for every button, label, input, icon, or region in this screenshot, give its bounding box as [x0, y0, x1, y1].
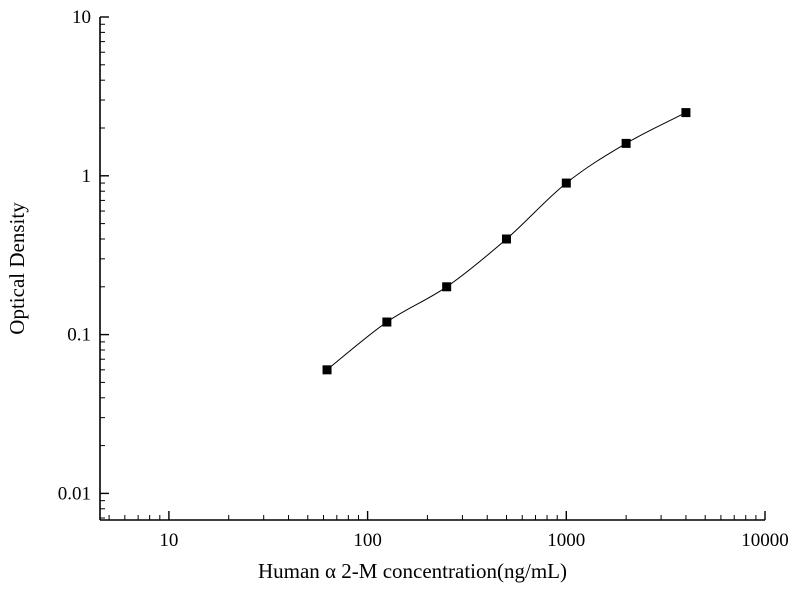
data-point-marker: [501, 234, 511, 244]
x-tick-label: 100: [353, 530, 382, 551]
x-tick-label: 10000: [741, 530, 789, 551]
y-tick-label: 1: [82, 166, 92, 187]
x-tick-label: 10: [159, 530, 178, 551]
data-point-marker: [382, 317, 392, 327]
data-point-marker: [681, 108, 691, 118]
y-tick-label: 0.01: [58, 483, 91, 504]
data-point-marker: [621, 138, 631, 148]
y-tick-label: 10: [72, 7, 91, 28]
x-axis-title: Human α 2-M concentration(ng/mL): [258, 559, 567, 583]
x-tick-label: 1000: [547, 530, 585, 551]
y-axis-title: Optical Density: [5, 202, 29, 335]
data-point-marker: [442, 282, 452, 292]
y-tick-label: 0.1: [67, 325, 91, 346]
data-point-marker: [322, 365, 332, 375]
data-point-marker: [561, 178, 571, 188]
